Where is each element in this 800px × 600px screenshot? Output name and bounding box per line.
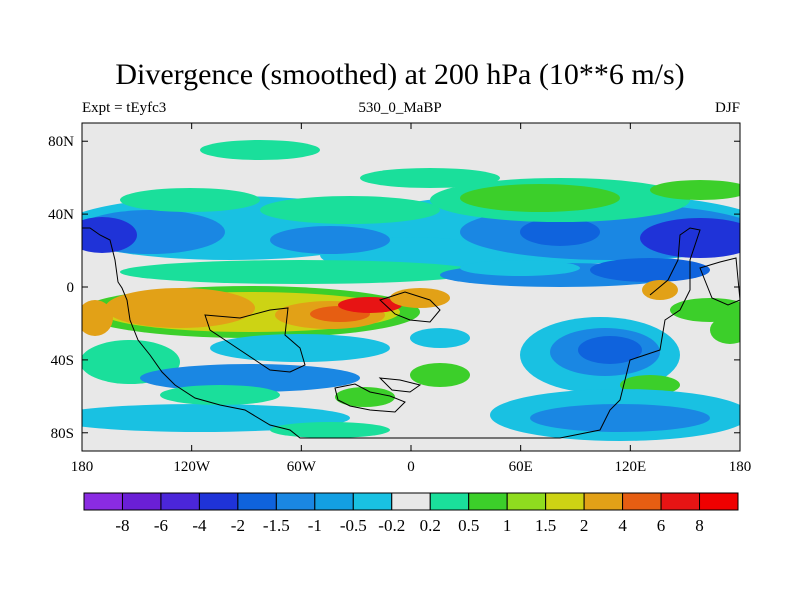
field-blob (640, 218, 740, 258)
colorbar-swatch (237, 492, 277, 511)
y-tick-label: 0 (67, 280, 75, 296)
x-tick-label: 120E (614, 459, 646, 475)
colorbar-label: 4 (618, 516, 627, 535)
colorbar-label: -1.5 (263, 516, 290, 535)
field-blob (120, 188, 260, 212)
colorbar-swatch (314, 492, 354, 511)
colorbar-swatch (391, 492, 431, 511)
x-tick-label: 0 (407, 459, 415, 475)
colorbar-label: 8 (695, 516, 704, 535)
colorbar-swatch (506, 492, 547, 511)
field-blob (82, 217, 137, 253)
colorbar-swatch (83, 492, 123, 511)
colorbar-swatch (583, 492, 624, 511)
colorbar-swatch (545, 492, 585, 511)
colorbar-label: -0.2 (378, 516, 405, 535)
y-tick-label: 40S (51, 353, 74, 369)
x-tick-label: 180 (71, 459, 94, 475)
colorbar-swatch (468, 492, 508, 511)
field-blob (530, 404, 710, 432)
colorbar: -8 -6 -4 -2 -1.5 -1 -0.5 -0.2 0.2 0.5 1 1.5 2 4 6 8 (83, 492, 739, 535)
field-blob (390, 288, 450, 308)
field-blob (650, 180, 740, 200)
field-blob (120, 260, 480, 284)
y-tick-label: 40N (48, 207, 74, 223)
field-blob (460, 184, 620, 212)
colorbar-label: 0.5 (458, 516, 479, 535)
subtitle-right: DJF (714, 100, 740, 116)
colorbar-label: 1 (503, 516, 512, 535)
field-blob (82, 404, 350, 432)
colorbar-swatch (275, 492, 316, 511)
colorbar-label: 1.5 (535, 516, 556, 535)
field-blob (200, 140, 320, 160)
continent-outline (699, 257, 740, 306)
field-blob (270, 422, 390, 438)
field-blob (642, 280, 678, 300)
x-tick-label: 180 (729, 459, 752, 475)
colorbar-swatch (198, 492, 239, 511)
field-blob (578, 336, 642, 364)
field-blob (520, 218, 600, 246)
subtitle-left: Expt = tEyfc3 (82, 100, 167, 116)
subtitle-center: 530_0_MaBP (358, 100, 442, 116)
colorbar-swatch (699, 492, 739, 511)
colorbar-label: -6 (154, 516, 168, 535)
field-blob (260, 196, 440, 224)
colorbar-swatch (160, 492, 200, 511)
colorbar-label: 6 (657, 516, 666, 535)
field-blob (410, 328, 470, 348)
field-blob (670, 298, 740, 322)
colorbar-label: -1 (308, 516, 322, 535)
continent-outline (378, 377, 422, 393)
x-tick-label: 120W (173, 459, 211, 475)
field-blob (82, 300, 113, 336)
field-blob (590, 258, 710, 282)
colorbar-swatch (622, 492, 662, 511)
field-layer (82, 140, 740, 441)
x-tick-label: 60W (287, 459, 317, 475)
continent-outline (204, 307, 306, 373)
continent-outline (334, 383, 406, 413)
colorbar-label: -8 (115, 516, 129, 535)
field-blob (270, 226, 390, 254)
colorbar-label: -0.5 (340, 516, 367, 535)
continent-outline (82, 227, 701, 439)
y-tick-label: 80S (51, 426, 74, 442)
field-blob (160, 385, 280, 405)
field-blob (460, 260, 580, 276)
axis-layer: 180 120W 60W 0 60E 120E 180 80N 40N 0 40S 80S (48, 123, 751, 475)
field-blob (710, 316, 740, 344)
field-blob (105, 288, 255, 328)
x-tick-label: 60E (509, 459, 533, 475)
chart-title: Divergence (smoothed) at 200 hPa (10**6 … (115, 58, 685, 91)
field-blob (335, 387, 395, 407)
colorbar-swatch (429, 492, 470, 511)
colorbar-label: -2 (231, 516, 245, 535)
colorbar-swatch (660, 492, 701, 511)
colorbar-label: 2 (580, 516, 589, 535)
field-blob (410, 363, 470, 387)
y-tick-label: 80N (48, 134, 74, 150)
colorbar-swatch (121, 492, 162, 511)
colorbar-swatch (352, 492, 393, 511)
field-blob (338, 297, 402, 313)
field-blob (360, 168, 500, 188)
field-blob (140, 364, 360, 392)
colorbar-label: -4 (192, 516, 207, 535)
continent-outline (379, 291, 441, 323)
continent-outlines (82, 227, 740, 439)
colorbar-label: 0.2 (420, 516, 441, 535)
